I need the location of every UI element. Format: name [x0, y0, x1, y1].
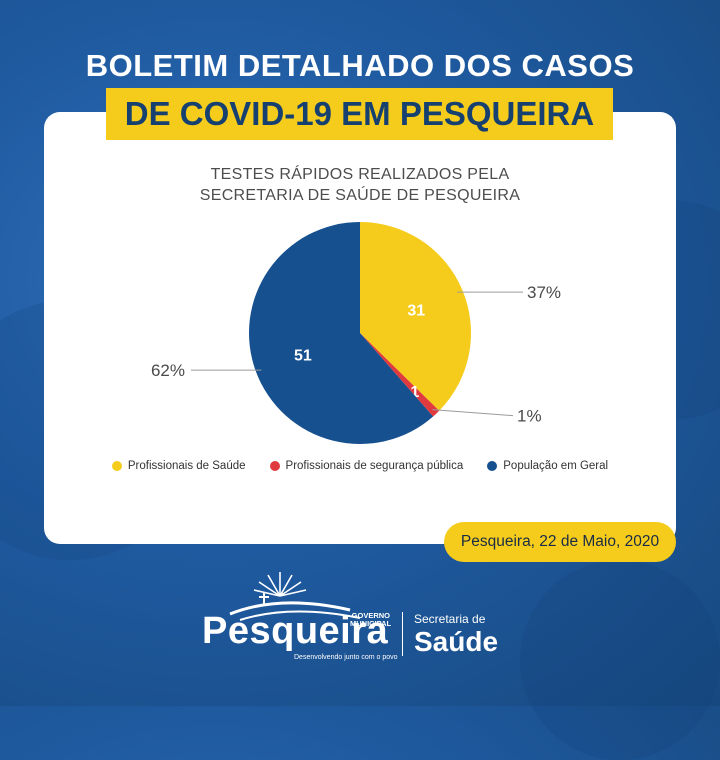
chart-legend: Profissionais de Saúde Profissionais de s… — [44, 460, 676, 472]
background-shape — [520, 560, 720, 760]
legend-item-profissionais-saude: Profissionais de Saúde — [111, 460, 246, 472]
secretaria-label: Secretaria de — [414, 612, 486, 626]
pie-leader-line-seguranca-publica — [432, 409, 514, 417]
legend-label: Profissionais de segurança pública — [285, 460, 464, 472]
secretaria-name: Saúde — [414, 626, 499, 657]
header-title-banner: DE COVID-19 EM PESQUEIRA — [106, 88, 613, 140]
pie-percent-label-profissionais-saude: 37% — [527, 283, 561, 302]
logo-divider — [402, 612, 403, 656]
logo-name: Pesqueira — [202, 610, 389, 652]
header-title-line2: DE COVID-19 EM PESQUEIRA — [124, 95, 595, 132]
legend-item-populacao-geral: População em Geral — [487, 460, 608, 472]
legend-label: Profissionais de Saúde — [127, 460, 246, 472]
logo-slogan: Desenvolvendo junto com o povo — [294, 654, 398, 661]
legend-swatch — [111, 461, 122, 471]
pie-value-label-populacao-geral: 51 — [294, 347, 312, 364]
legend-swatch — [487, 461, 498, 471]
pie-value-label-seguranca-publica: 1 — [410, 384, 419, 401]
header-title-line1: BOLETIM DETALHADO DOS CASOS — [85, 48, 635, 83]
date-text: Pesqueira, 22 de Maio, 2020 — [460, 533, 660, 550]
legend-item-seguranca-publica: Profissionais de segurança pública — [269, 460, 464, 472]
legend-label: População em Geral — [503, 460, 609, 472]
chart-title-line1: TESTES RÁPIDOS REALIZADOS PELA — [210, 166, 510, 183]
legend-swatch — [269, 461, 280, 471]
date-badge: Pesqueira, 22 de Maio, 2020 — [444, 522, 676, 562]
chart-title: TESTES RÁPIDOS REALIZADOS PELA SECRETARI… — [44, 164, 676, 206]
logo-government-label: GOVERNO MUNICIPAL — [350, 611, 392, 628]
logo-government-line1: GOVERNO — [351, 611, 390, 620]
pie-chart: 31 37% 1 1% 51 62% — [151, 222, 561, 444]
pie-slice-populacao-geral — [249, 222, 434, 444]
pie-percent-label-seguranca-publica: 1% — [517, 407, 542, 426]
pie-slice-profissionais-saude — [360, 222, 471, 411]
pie-slice-seguranca-publica — [360, 333, 440, 417]
sun-church-icon — [229, 572, 361, 621]
chart-title-line2: SECRETARIA DE SAÚDE DE PESQUEIRA — [199, 187, 521, 204]
chart-card: TESTES RÁPIDOS REALIZADOS PELA SECRETARI… — [44, 112, 676, 544]
pie-percent-label-populacao-geral: 62% — [151, 361, 185, 380]
pie-value-label-profissionais-saude: 31 — [407, 302, 425, 319]
logo-government-line2: MUNICIPAL — [350, 619, 392, 628]
municipal-logo: Pesqueira GOVERNO MUNICIPAL Desenvolvend… — [200, 566, 530, 686]
